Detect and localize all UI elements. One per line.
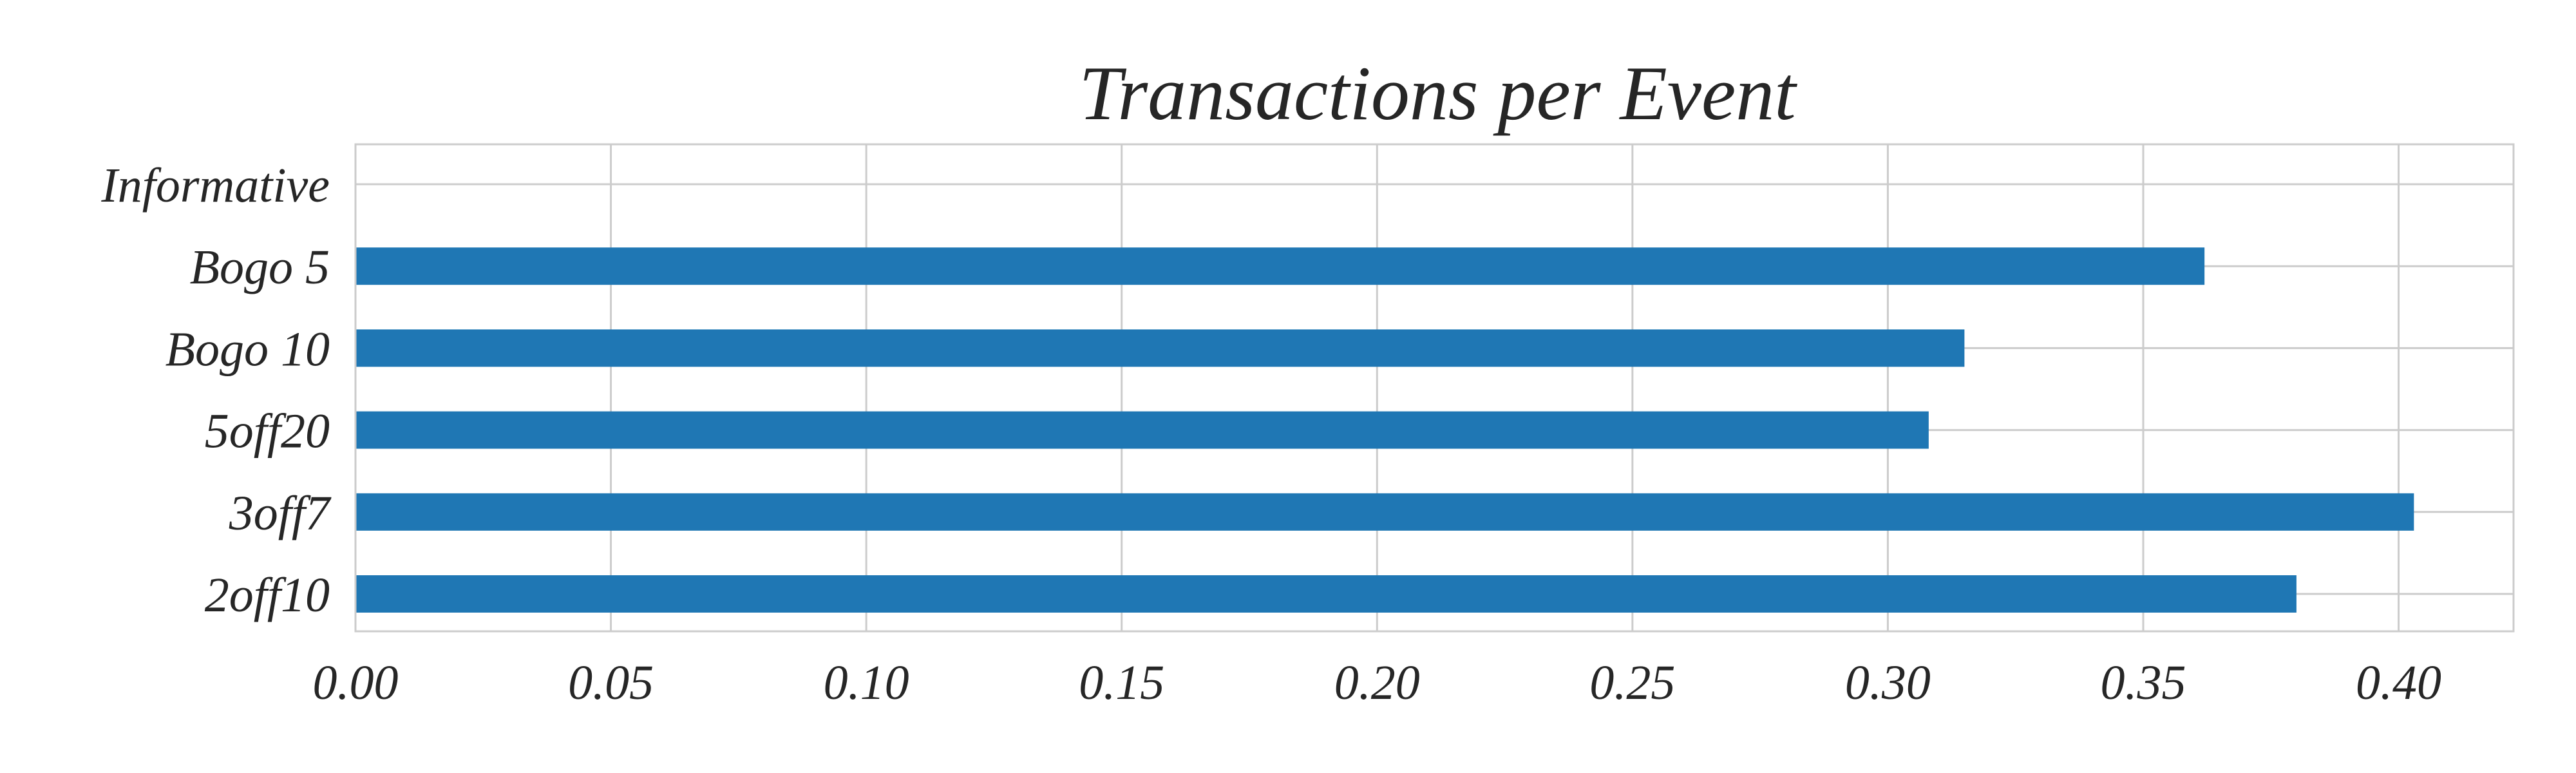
y-tick-label: 3off7	[229, 486, 332, 540]
x-tick-label: 0.40	[2356, 656, 2441, 710]
x-tick-label: 0.10	[824, 656, 909, 710]
plot-frame	[354, 143, 2515, 633]
bar-bogo-10	[355, 329, 1965, 367]
y-tick-label: Bogo 10	[166, 322, 330, 376]
y-tick-label: 2off10	[205, 568, 330, 622]
bar-3off7	[355, 493, 2414, 531]
bars	[355, 247, 2414, 613]
x-tick-labels: 0.00 0.05 0.10 0.15 0.20 0.25 0.30 0.35 0.40	[313, 656, 2442, 710]
x-tick-label: 0.25	[1589, 656, 1675, 710]
x-tick-label: 0.30	[1845, 656, 1931, 710]
x-tick-label: 0.35	[2100, 656, 2186, 710]
chart-title: Transactions per Event	[1079, 50, 1797, 136]
y-tick-labels: Informative Bogo 5 Bogo 10 5off20 3off7 2off1…	[100, 158, 332, 622]
x-tick-label: 0.20	[1334, 656, 1420, 710]
bar-2off10	[355, 575, 2297, 613]
y-tick-label: 5off20	[205, 405, 330, 459]
y-tick-label: Bogo 5	[190, 240, 330, 294]
x-tick-label: 0.05	[568, 656, 654, 710]
bar-bogo-5	[355, 247, 2205, 285]
x-tick-label: 0.00	[313, 656, 399, 710]
gridlines	[354, 144, 2514, 631]
y-tick-label: Informative	[100, 158, 330, 213]
x-tick-label: 0.15	[1079, 656, 1164, 710]
bar-5off20	[355, 411, 1929, 449]
